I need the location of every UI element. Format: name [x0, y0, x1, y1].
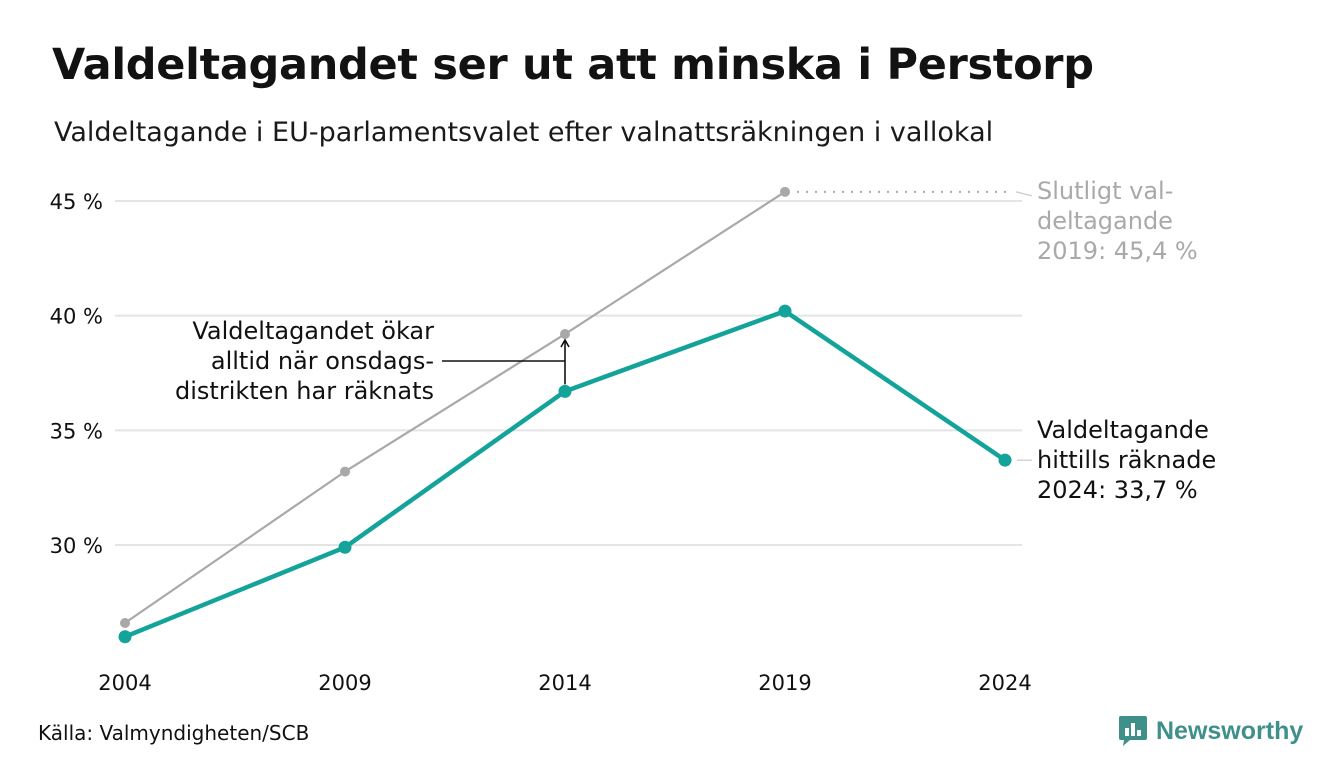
y-axis-ticks: 30 % 35 % 40 % 45 % [50, 190, 103, 558]
annotation-final-2019-line: Slutligt val- [1037, 177, 1173, 205]
annotation-counted-2024-line: hittills räknade [1037, 446, 1216, 474]
annotations-layer: Slutligt val-deltagande 2019: 45,4 % Valde… [175, 177, 1216, 504]
annotation-wednesday-line: Valdeltagandet ökar [192, 317, 434, 345]
point-election_night-2024 [998, 453, 1012, 467]
annotation-counted-2024: Valdeltagande hittills räknade 2024: 33,7 … [1037, 416, 1216, 504]
point-final-2004 [120, 617, 130, 628]
point-election_night-2009 [338, 540, 352, 554]
x-tick-label-2009: 2009 [318, 671, 371, 695]
annotation-wednesday: Valdeltagandet ökar alltid när onsdags-di… [175, 317, 434, 405]
annotation-final-2019-line: deltagande [1037, 207, 1173, 235]
series-layer [118, 186, 1012, 644]
y-tick-label-30: 30 % [50, 534, 103, 558]
x-tick-label-2014: 2014 [538, 671, 591, 695]
y-tick-label-40: 40 % [50, 305, 103, 329]
final-2019-leader-tick [1015, 191, 1033, 197]
x-tick-label-2024: 2024 [978, 671, 1031, 695]
x-axis-ticks: 2004 2009 2014 2019 2024 [98, 671, 1031, 695]
annotation-wednesday-line: alltid när onsdags- [211, 347, 434, 375]
brand-name: Newsworthy [1156, 716, 1304, 745]
annotation-final-2019: Slutligt val-deltagande 2019: 45,4 % [1037, 177, 1198, 265]
point-election_night-2019 [778, 304, 792, 318]
annotation-wednesday-line: distrikten har räknats [175, 377, 434, 405]
x-tick-label-2004: 2004 [98, 671, 151, 695]
point-final-2014 [560, 329, 570, 340]
series-line-final [124, 190, 786, 624]
brand-logo[interactable]: Newsworthy [1118, 714, 1303, 748]
newsworthy-logo-icon [1119, 716, 1147, 746]
annotation-counted-2024-line: 2024: 33,7 % [1037, 476, 1198, 504]
y-tick-label-45: 45 % [50, 190, 103, 214]
point-final-2009 [340, 466, 350, 477]
point-election_night-2004 [118, 630, 132, 644]
grid-lines [115, 200, 1022, 546]
chart-title: Valdeltagandet ser ut att minska i Perst… [52, 40, 1094, 90]
annotation-counted-2024-line: Valdeltagande [1037, 416, 1209, 444]
y-tick-label-35: 35 % [50, 419, 103, 443]
point-final-2019 [780, 186, 790, 197]
x-tick-label-2019: 2019 [758, 671, 811, 695]
point-election_night-2014 [558, 384, 572, 398]
source-note: Källa: Valmyndigheten/SCB [38, 721, 310, 745]
annotation-final-2019-line: 2019: 45,4 % [1037, 237, 1198, 265]
chart-subtitle: Valdeltagande i EU-parlamentsvalet efter… [54, 117, 994, 148]
wednesday-arrow-head [560, 338, 570, 348]
